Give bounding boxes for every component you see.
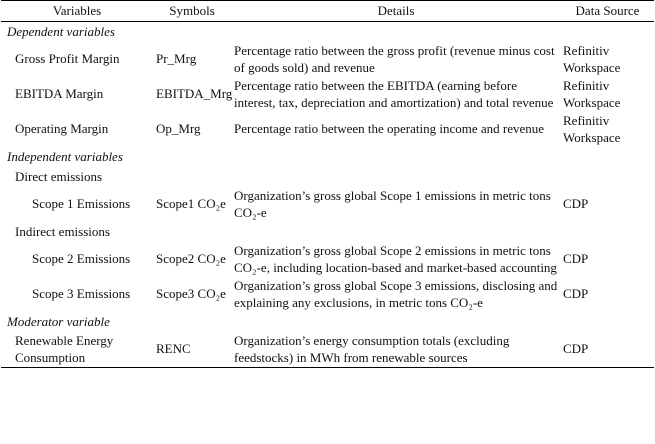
group-row: Indirect emissions: [1, 222, 654, 242]
variable-name: EBITDA Margin: [15, 86, 104, 102]
column-header: Variables: [52, 2, 102, 18]
data-source: Refinitiv Workspace: [563, 113, 621, 145]
data-row: Gross Profit Margin Pr_Mrg Percentage rati…: [1, 42, 654, 77]
details: Organization’s gross global Scope 2 emis…: [234, 243, 557, 275]
data-source: CDP: [563, 196, 589, 212]
group-row: Direct emissions: [1, 167, 654, 187]
variable-name: Renewable Energy Consumption: [15, 333, 114, 365]
data-row: Scope 2 Emissions Scope2 CO₂e Organization…: [1, 242, 654, 277]
details: Percentage ratio between the EBITDA (ear…: [234, 78, 554, 110]
section-row: Moderator variable: [1, 312, 654, 332]
symbol: Op_Mrg: [156, 121, 201, 137]
variables-table: Variables Symbols Details Data Source Depen…: [1, 0, 654, 368]
section-row: Dependent variables: [1, 22, 654, 43]
group-title: Direct emissions: [15, 168, 103, 184]
details: Percentage ratio between the operating i…: [234, 121, 545, 137]
header-row: Variables Symbols Details Data Source: [1, 0, 654, 22]
variable-name: Scope 2 Emissions: [32, 251, 131, 267]
data-source: CDP: [563, 286, 589, 302]
section-title: Dependent variables: [7, 23, 115, 39]
variable-name: Gross Profit Margin: [15, 51, 120, 67]
data-row: EBITDA Margin EBITDA_Mrg Percentage ratio …: [1, 77, 654, 112]
symbol: Scope1 CO₂e: [156, 196, 226, 212]
symbol: Scope3 CO₂e: [156, 286, 226, 302]
data-source: CDP: [563, 341, 589, 357]
symbol: EBITDA_Mrg: [156, 86, 233, 102]
section-title: Independent variables: [7, 148, 123, 164]
data-source: CDP: [563, 251, 589, 267]
details: Organization’s gross global Scope 3 emis…: [234, 278, 558, 310]
data-row: Scope 3 Emissions Scope3 CO₂e Organization…: [1, 277, 654, 312]
details: Percentage ratio between the gross profi…: [234, 43, 555, 75]
symbol: RENC: [156, 341, 191, 357]
table-body: Dependent variables Gross Profit Margin Pr…: [1, 22, 654, 368]
section-title: Moderator variable: [7, 313, 110, 329]
section-row: Independent variables: [1, 147, 654, 167]
details: Organization’s gross global Scope 1 emis…: [234, 188, 551, 220]
data-source: Refinitiv Workspace: [563, 43, 621, 75]
symbol: Scope2 CO₂e: [156, 251, 226, 267]
variable-name: Operating Margin: [15, 121, 109, 137]
data-source: Refinitiv Workspace: [563, 78, 621, 110]
variable-name: Scope 3 Emissions: [32, 286, 131, 302]
data-row: Renewable Energy Consumption RENC Organiza…: [1, 332, 654, 368]
symbol: Pr_Mrg: [156, 51, 197, 67]
data-row: Scope 1 Emissions Scope1 CO₂e Organization…: [1, 187, 654, 222]
column-header: Symbols: [169, 2, 215, 18]
variable-name: Scope 1 Emissions: [32, 196, 131, 212]
column-header: Details: [377, 2, 415, 18]
data-row: Operating Margin Op_Mrg Percentage ratio b…: [1, 112, 654, 147]
group-title: Indirect emissions: [15, 223, 110, 239]
details: Organization’s energy consumption totals…: [234, 333, 510, 365]
column-header: Data Source: [575, 2, 640, 18]
